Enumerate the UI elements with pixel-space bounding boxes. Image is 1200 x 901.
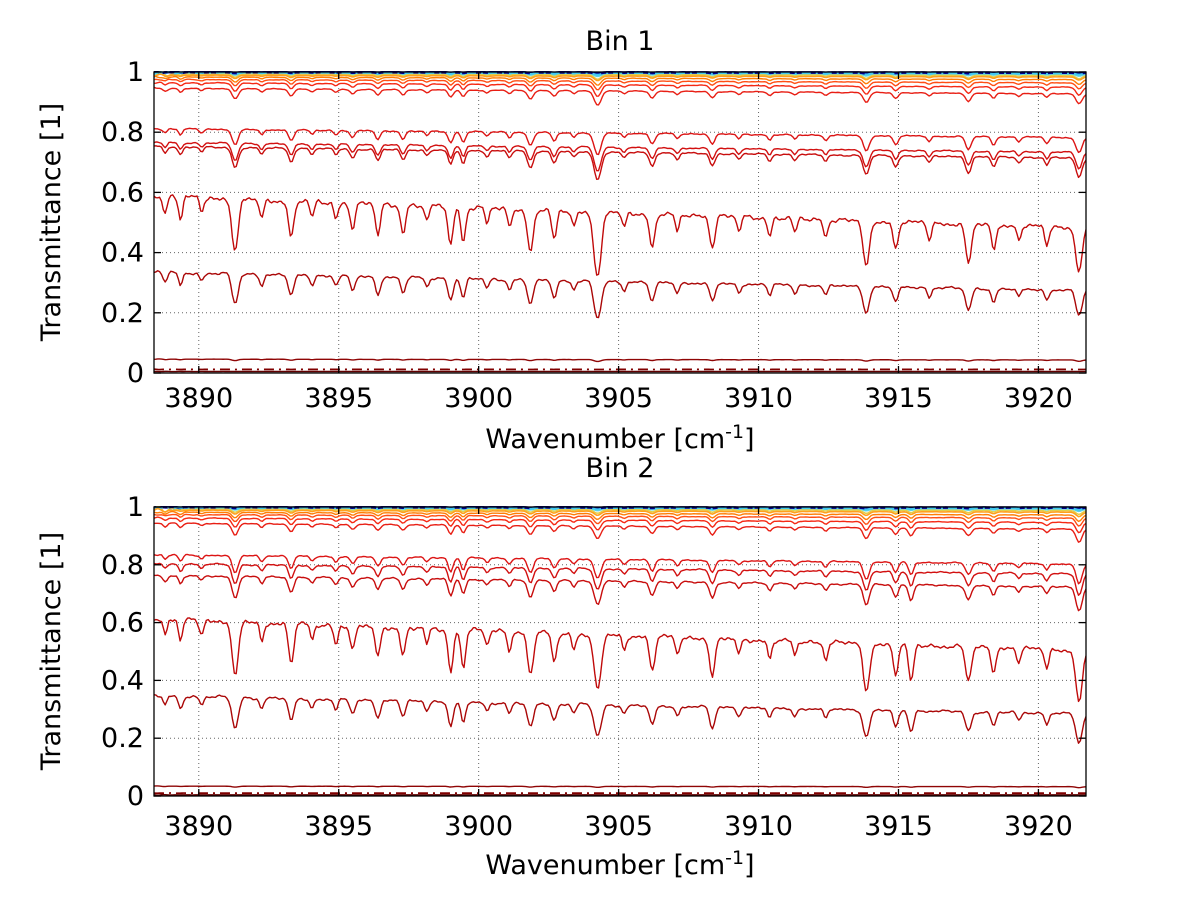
spectrum-darkred-0.05 — [154, 358, 1086, 363]
plot2-xlabel-close: ] — [744, 850, 755, 881]
plot1-xlabel-text: Wavenumber [cm — [485, 424, 726, 455]
x-tick-label: 3895 — [304, 383, 373, 414]
spectrum-cyan-dashdot — [154, 506, 1086, 511]
spectrum-red-0.83 — [154, 553, 1086, 585]
plot1-y-axis-label: Transmittance [1] — [36, 102, 68, 342]
x-tick-label: 3900 — [444, 383, 513, 414]
plot2-x-axis-label: Wavenumber [cm-1] — [154, 848, 1086, 881]
spectrum-red-0.58 — [154, 194, 1086, 276]
axes-box — [153, 506, 1087, 797]
spectrum-darkred-0.35 — [154, 693, 1086, 744]
plot2-y-axis-label: Transmittance [1] — [36, 531, 68, 771]
x-tick-label: 3900 — [444, 811, 513, 842]
x-tick-label: 3920 — [1004, 811, 1073, 842]
spectrum-orange-2 — [154, 75, 1086, 86]
y-tick-label: 0.6 — [101, 177, 144, 208]
spectrum-red-0.81 — [154, 127, 1086, 156]
axes-box — [153, 71, 1087, 374]
x-tick-label: 3910 — [724, 383, 793, 414]
plot1-xlabel-close: ] — [744, 424, 755, 455]
spectrum-red-0.77 — [154, 141, 1086, 172]
plot2-xlabel-text: Wavenumber [cm — [485, 850, 726, 881]
x-tick-label: 3910 — [724, 811, 793, 842]
y-tick-label: 0.8 — [101, 550, 144, 581]
spectrum-orangered — [154, 78, 1086, 91]
y-tick-label: 1 — [127, 57, 144, 88]
plot1-title: Bin 1 — [585, 26, 655, 57]
spectrum-red-band-1 — [154, 81, 1086, 97]
x-tick-label: 3920 — [1004, 383, 1073, 414]
y-tick-label: 0.4 — [101, 238, 144, 269]
spectrum-orange-2 — [154, 510, 1086, 523]
plot1-x-axis-label: Wavenumber [cm-1] — [154, 422, 1086, 455]
spectrum-cyan-dashdot — [154, 71, 1086, 76]
spectrum-orange-1 — [154, 507, 1086, 518]
spectrum-orangered — [154, 513, 1086, 527]
x-tick-label: 3905 — [584, 383, 653, 414]
y-tick-label: 0 — [127, 781, 144, 812]
spectrum-red-band-2 — [154, 522, 1086, 543]
y-tick-label: 0 — [127, 358, 144, 389]
x-tick-label: 3915 — [864, 383, 933, 414]
y-tick-label: 0.4 — [101, 665, 144, 696]
y-tick-label: 0.8 — [101, 117, 144, 148]
x-tick-label: 3890 — [164, 383, 233, 414]
x-tick-label: 3890 — [164, 811, 233, 842]
spectrum-darkred-0.33 — [154, 270, 1086, 319]
x-tick-label: 3895 — [304, 811, 373, 842]
plot2-xlabel-sup: -1 — [725, 847, 745, 869]
y-tick-label: 1 — [127, 492, 144, 523]
y-tick-label: 0.2 — [101, 298, 144, 329]
spectrum-red-0.75 — [154, 145, 1086, 180]
y-tick-label: 0.2 — [101, 723, 144, 754]
spectrum-red-0.80 — [154, 562, 1086, 596]
y-tick-label: 0.6 — [101, 608, 144, 639]
plot1-xlabel-sup: -1 — [725, 421, 745, 443]
spectrum-red-band-1 — [154, 516, 1086, 534]
spectrum-red-band-2 — [154, 86, 1086, 106]
spectrum-red-0.61 — [154, 617, 1086, 703]
x-tick-label: 3905 — [584, 811, 653, 842]
spectrum-orange-1 — [154, 73, 1086, 82]
spectrum-yellow — [154, 71, 1086, 80]
x-tick-label: 3915 — [864, 811, 933, 842]
spectrum-darkred-0.03 — [154, 785, 1086, 789]
spectrum-red-0.76 — [154, 574, 1086, 612]
plot2-title: Bin 2 — [585, 453, 655, 484]
spectrum-yellow — [154, 506, 1086, 516]
